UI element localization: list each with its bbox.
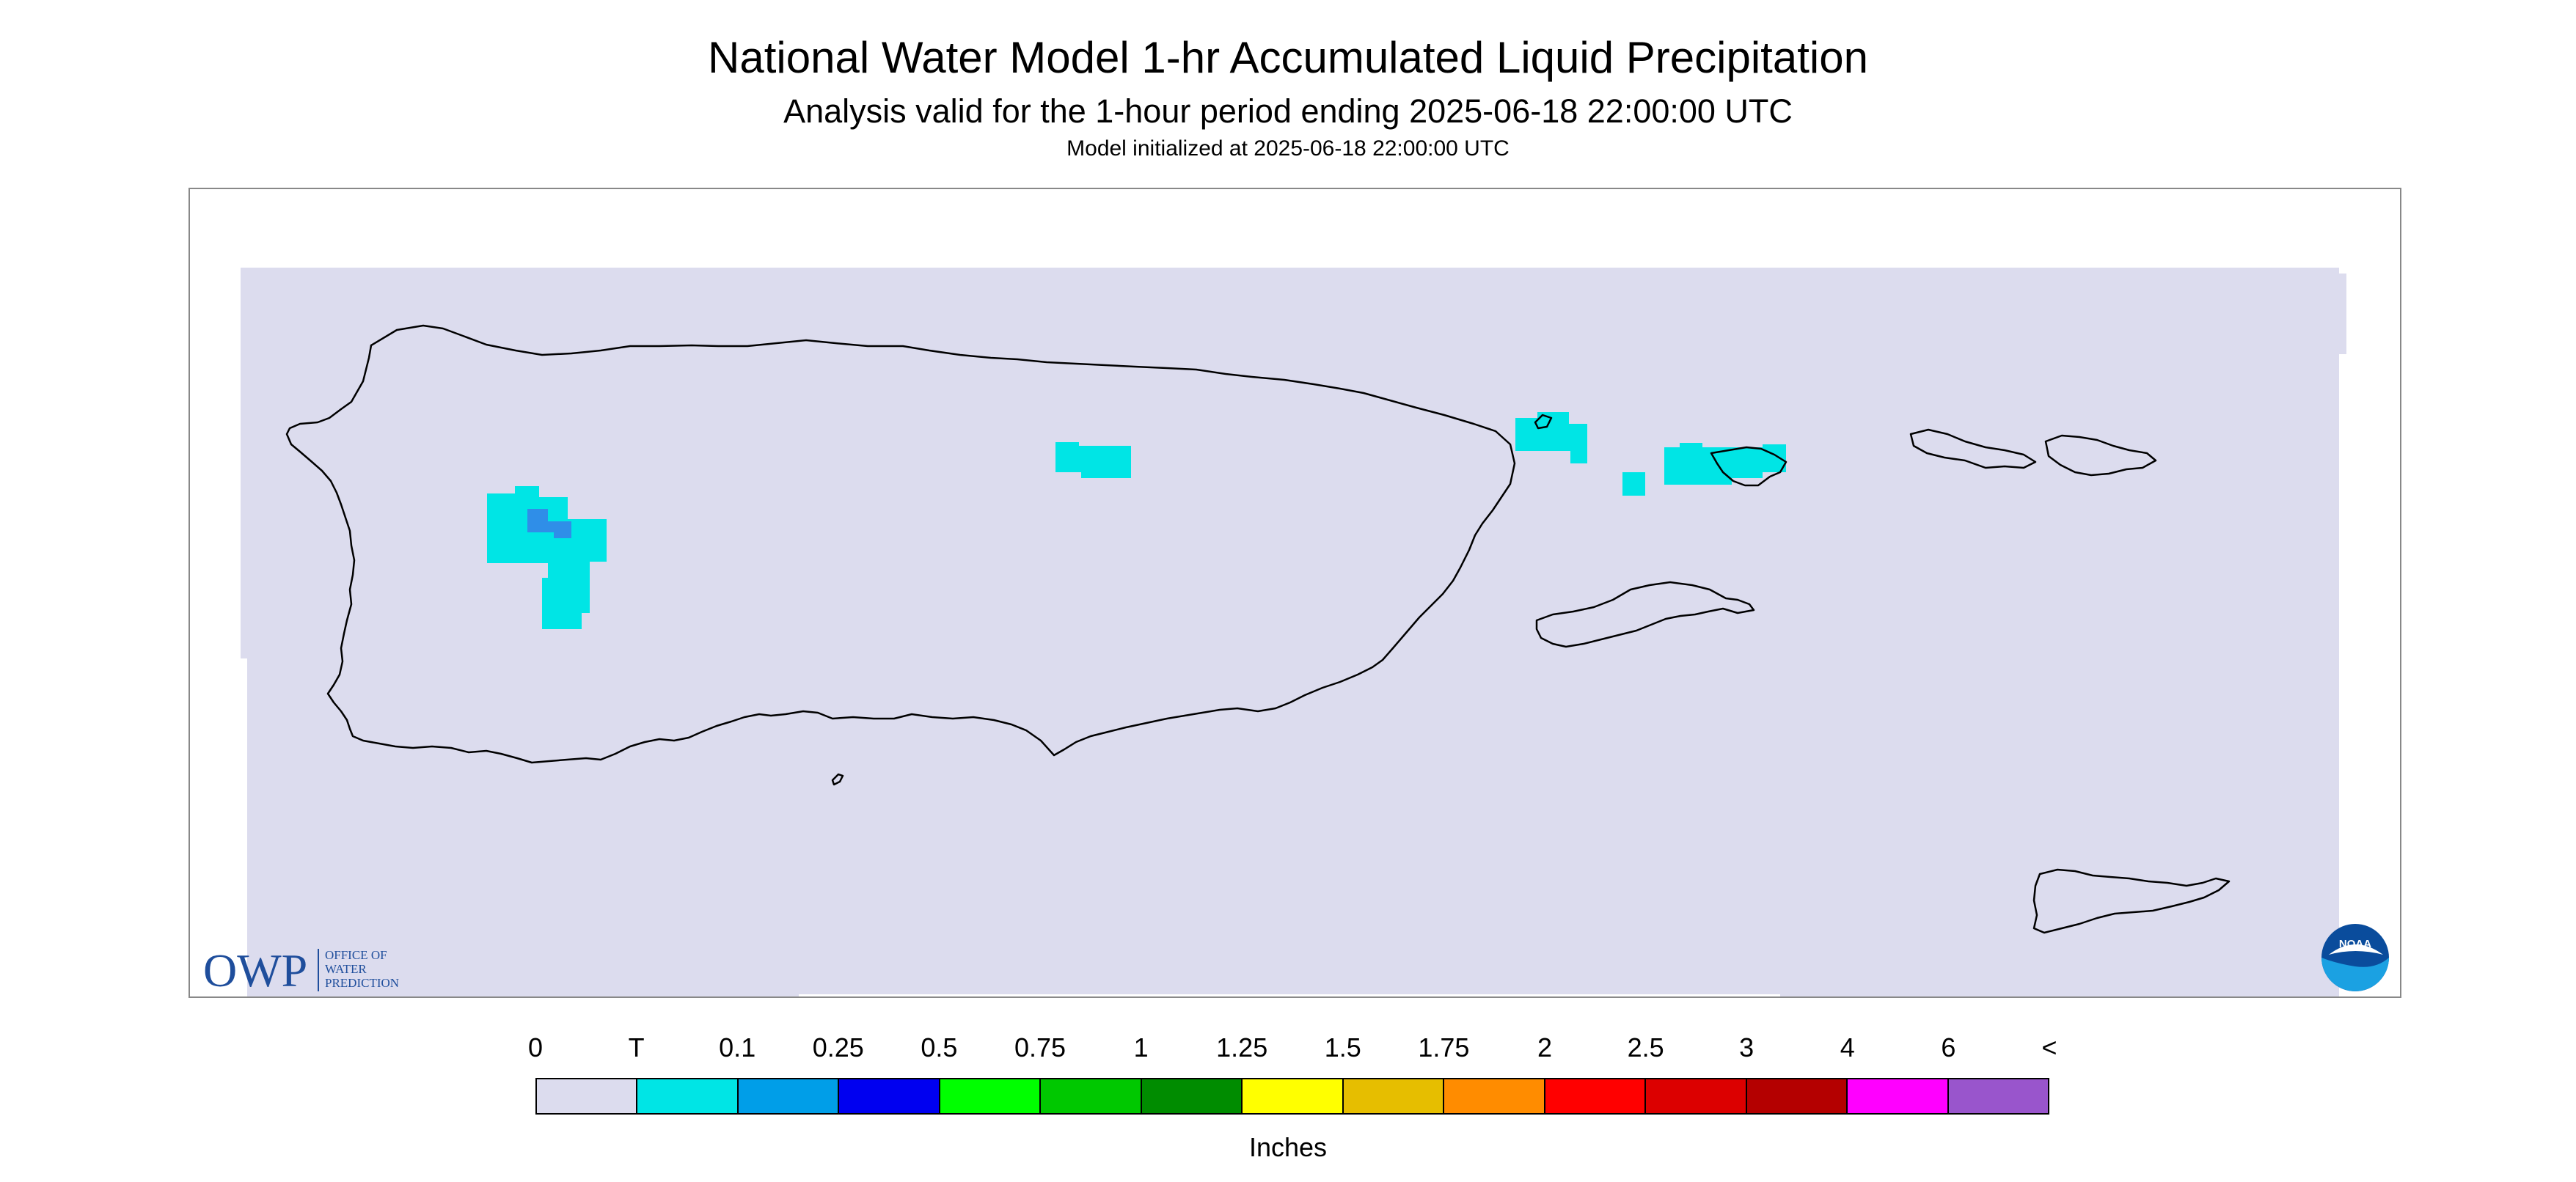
legend-tick-label: < bbox=[2041, 1032, 2057, 1062]
caja-de-muertos-outline bbox=[831, 773, 844, 786]
owp-logo-mark: OWP bbox=[203, 944, 307, 996]
legend-swatch bbox=[1545, 1079, 1647, 1113]
legend-swatch bbox=[738, 1079, 840, 1113]
precip-cells bbox=[487, 412, 1786, 629]
legend-tick-label: 4 bbox=[1840, 1032, 1855, 1062]
st-john-outline bbox=[2044, 434, 2157, 477]
legend-swatch bbox=[637, 1079, 739, 1113]
vieques-outline bbox=[1535, 581, 1755, 648]
precip-cell-trace-central bbox=[1055, 442, 1131, 478]
precip-cell-trace-west bbox=[487, 486, 607, 629]
culebra-east-outline bbox=[1710, 446, 1788, 487]
legend-swatch bbox=[1141, 1079, 1243, 1113]
legend-swatch bbox=[1243, 1079, 1344, 1113]
legend-unit-label: Inches bbox=[1248, 1132, 1328, 1162]
precip-cell-trace-culebra-east bbox=[1664, 443, 1786, 485]
legend-tick-label: 1.5 bbox=[1324, 1032, 1361, 1062]
precip-cell-trace-small bbox=[1622, 472, 1645, 496]
legend-tick-label: 2.5 bbox=[1627, 1032, 1664, 1062]
coastlines bbox=[285, 324, 2231, 934]
legend-tick-label: 0.25 bbox=[812, 1032, 864, 1062]
legend-swatch bbox=[940, 1079, 1042, 1113]
legend-swatch bbox=[1646, 1079, 1747, 1113]
map-title: National Water Model 1-hr Accumulated Li… bbox=[708, 33, 1868, 82]
noaa-logo: NOAA bbox=[2321, 924, 2389, 991]
legend-swatch bbox=[537, 1079, 638, 1113]
legend-swatch bbox=[1444, 1079, 1545, 1113]
legend-swatch bbox=[1041, 1079, 1142, 1113]
legend-tick-label: 1 bbox=[1133, 1032, 1149, 1062]
puerto-rico-outline bbox=[285, 324, 1516, 764]
legend-tick-label: 1.75 bbox=[1418, 1032, 1470, 1062]
owp-logo-line-1: OFFICE OF bbox=[325, 948, 387, 962]
legend-swatch bbox=[1746, 1079, 1848, 1113]
legend-swatch bbox=[1848, 1079, 1949, 1113]
legend-tick-label: 0.75 bbox=[1014, 1032, 1066, 1062]
st-thomas-outline bbox=[1909, 428, 2037, 469]
map-subtitle: Analysis valid for the 1-hour period end… bbox=[783, 92, 1793, 130]
legend-tick-label: 1.25 bbox=[1216, 1032, 1268, 1062]
model-init-text: Model initialized at 2025-06-18 22:00:00… bbox=[1066, 136, 1510, 161]
legend-tick-label: 2 bbox=[1537, 1032, 1553, 1062]
noaa-logo-text: NOAA bbox=[2339, 938, 2371, 950]
legend-colorbar bbox=[535, 1078, 2049, 1115]
precip-field-zero bbox=[241, 268, 2346, 996]
legend-tick-label: 0 bbox=[527, 1032, 544, 1062]
precip-cell-light-blue bbox=[527, 509, 571, 538]
legend-swatch bbox=[839, 1079, 940, 1113]
legend-tick-label: 0.5 bbox=[921, 1032, 958, 1062]
legend-tick-label: 0.1 bbox=[719, 1032, 756, 1062]
st-croix-outline bbox=[2032, 868, 2231, 934]
legend-tick-label: T bbox=[628, 1032, 645, 1062]
owp-logo-line-2: WATER bbox=[325, 962, 367, 976]
owp-logo: OWP OFFICE OF WATER PREDICTION bbox=[203, 944, 399, 996]
legend-swatch bbox=[1343, 1079, 1445, 1113]
precip-map: OWP OFFICE OF WATER PREDICTION NOAA bbox=[203, 268, 2389, 996]
precip-cell-trace-culebra-west bbox=[1515, 412, 1587, 463]
culebra-west-outline bbox=[1534, 414, 1553, 430]
legend-tick-label: 6 bbox=[1941, 1032, 1956, 1062]
owp-logo-line-3: PREDICTION bbox=[325, 976, 399, 990]
map-panel: OWP OFFICE OF WATER PREDICTION NOAA bbox=[189, 188, 2401, 998]
legend-swatch bbox=[1948, 1079, 2049, 1113]
legend-tick-label: 3 bbox=[1739, 1032, 1754, 1062]
